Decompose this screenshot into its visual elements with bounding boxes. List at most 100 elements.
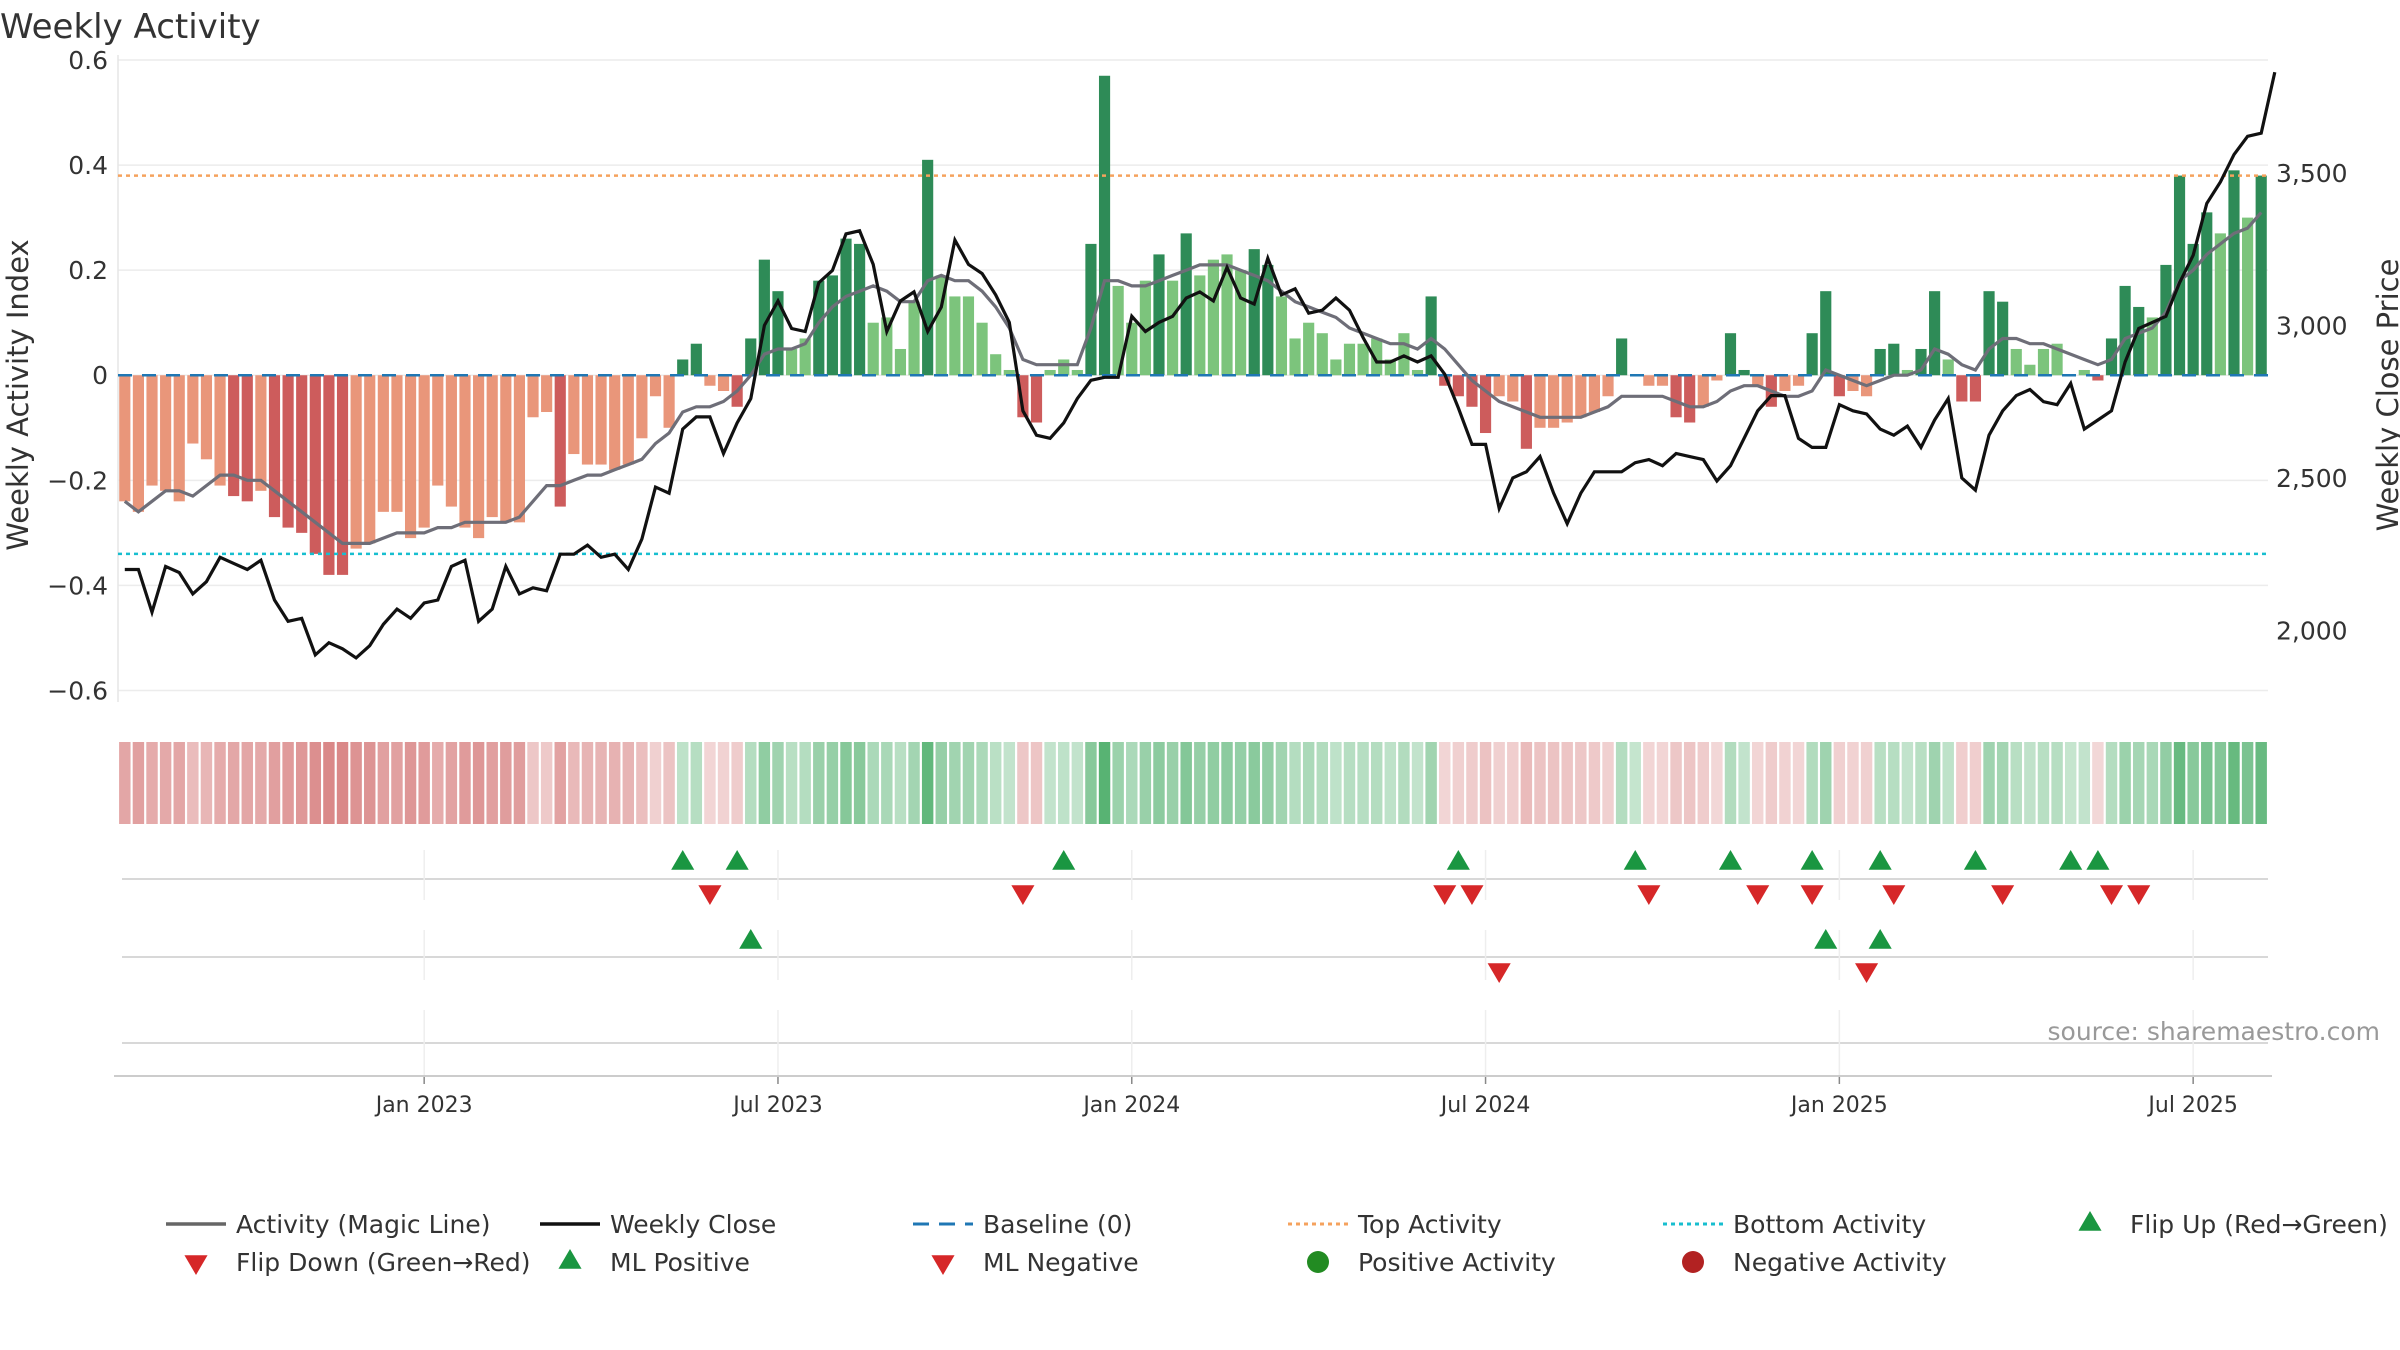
activity-bar <box>1221 254 1233 376</box>
heat-strip-cell <box>377 742 390 824</box>
y2-axis-label: Weekly Close Price <box>2371 259 2400 532</box>
heat-strip-cell <box>1207 742 1220 824</box>
activity-bar <box>1670 375 1682 418</box>
activity-bar <box>404 375 417 539</box>
flip-down-marker <box>1746 885 1770 905</box>
heat-strip-cell <box>323 742 335 824</box>
heat-strip-cell <box>1370 742 1383 824</box>
heat-strip-cell <box>2078 742 2091 824</box>
heat-strip-cell <box>2133 742 2145 824</box>
heat-strip-cell <box>404 742 417 824</box>
activity-bar <box>799 338 811 376</box>
activity-bar <box>935 275 947 376</box>
flip-up-marker <box>2086 850 2110 870</box>
activity-bar <box>391 375 403 512</box>
heat-strip-cell <box>1153 742 1165 824</box>
legend-label: Activity (Magic Line) <box>236 1210 490 1239</box>
legend-item: Top Activity <box>1288 1210 1502 1239</box>
flip-down-marker <box>1882 885 1906 905</box>
heat-strip-cell <box>472 742 485 824</box>
activity-bar <box>636 375 648 439</box>
heat-strip-cell <box>1112 742 1124 824</box>
heat-strip-cell <box>1030 742 1043 824</box>
activity-bar <box>432 375 444 486</box>
activity-bar <box>336 375 349 575</box>
heat-strip-cell <box>717 742 730 824</box>
activity-bar <box>663 375 675 428</box>
heat-strip-cell <box>2146 742 2159 824</box>
heat-strip-cell <box>255 742 267 824</box>
heat-strip-cell <box>1765 742 1778 824</box>
activity-bar <box>1411 369 1424 376</box>
heat-strip-cell <box>1724 742 1737 824</box>
ml-markers-panel <box>122 929 2268 1044</box>
activity-bar <box>1493 375 1505 397</box>
flip-down-marker <box>698 885 722 905</box>
heat-strip-cell <box>527 742 539 824</box>
heat-strip-cell <box>309 742 322 824</box>
y-tick-label: 0.4 <box>68 151 108 180</box>
legend-label: Bottom Activity <box>1733 1210 1926 1239</box>
heat-strip-cell <box>622 742 634 824</box>
activity-bar <box>1343 343 1356 376</box>
activity-bar <box>854 243 866 376</box>
activity-bar <box>1575 375 1587 418</box>
legend-label: Top Activity <box>1357 1210 1502 1239</box>
heat-strip-cell <box>146 742 158 824</box>
activity-bar <box>1371 338 1383 376</box>
heat-strip-cell <box>295 742 308 824</box>
y2-tick-label: 3,500 <box>2276 159 2348 188</box>
activity-bar <box>1561 375 1573 423</box>
activity-bar <box>867 322 879 376</box>
activity-bar <box>677 359 689 376</box>
activity-bar <box>2051 343 2063 376</box>
ml-negative-marker <box>1487 963 1511 983</box>
activity-bar <box>949 296 961 376</box>
heat-strip-cell <box>2010 742 2022 824</box>
chart-title: Weekly Activity <box>0 7 261 47</box>
activity-bar <box>1548 375 1560 428</box>
heat-strip-cell <box>758 742 771 824</box>
heat-strip-cell <box>1969 742 1982 824</box>
activity-bar <box>268 375 281 518</box>
heat-strip-cell <box>1194 742 1206 824</box>
heat-strip-cell <box>1479 742 1492 824</box>
y-tick-label: −0.4 <box>47 571 108 600</box>
heat-strip-cell <box>1166 742 1179 824</box>
y2-tick-label: 2,000 <box>2276 616 2348 645</box>
activity-bar <box>160 375 172 491</box>
activity-bar <box>296 375 308 533</box>
heat-strip-cell <box>391 742 403 824</box>
heat-strip-cell <box>1302 742 1315 824</box>
flip-down-marker <box>1433 885 1457 905</box>
activity-bar <box>2024 364 2036 376</box>
activity-bar <box>554 375 566 507</box>
heat-strip-cell <box>1833 742 1846 824</box>
heat-strip-cell <box>1384 742 1397 824</box>
heat-strip-cell <box>1425 742 1437 824</box>
activity-bar <box>1479 375 1492 434</box>
heat-strip-cell <box>2051 742 2063 824</box>
activity-bars <box>119 75 2267 575</box>
heat-strip-cell <box>881 742 893 824</box>
y-tick-label: −0.2 <box>47 466 108 495</box>
legend-label: Flip Down (Green→Red) <box>236 1248 531 1277</box>
heat-strip-cell <box>853 742 866 824</box>
heat-strip-cell <box>1575 742 1587 824</box>
heat-strip-cell <box>1452 742 1465 824</box>
heat-strip-cell <box>1602 742 1614 824</box>
activity-bar <box>2133 306 2145 376</box>
heat-strip-cell <box>1466 742 1478 824</box>
x-tick-label: Jan 2023 <box>374 1093 473 1118</box>
heat-strip-cell <box>418 742 430 824</box>
heat-strip-cell <box>1493 742 1505 824</box>
activity-bar <box>881 317 893 376</box>
heat-strip-cell <box>1860 742 1873 824</box>
heat-strip-cell <box>1058 742 1070 824</box>
heat-strip-cell <box>1248 742 1260 824</box>
flip-up-marker <box>671 850 695 870</box>
activity-bar <box>2160 264 2172 376</box>
activity-bar <box>1929 291 1941 376</box>
heat-strip-cell <box>1983 742 1995 824</box>
